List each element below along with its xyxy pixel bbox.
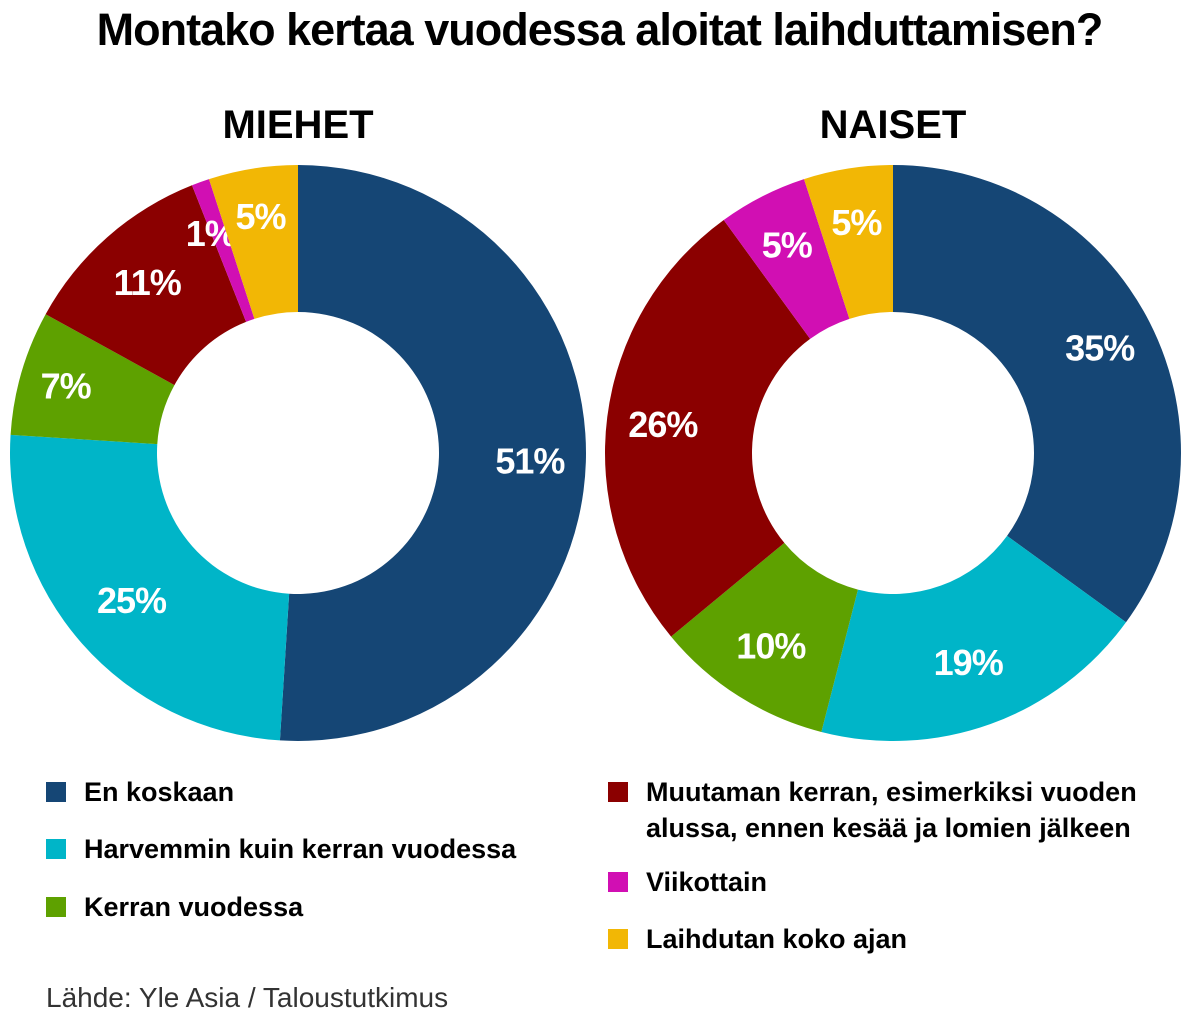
legend-swatch	[608, 782, 628, 802]
donut-naiset: NAISET 35% 19% 10% 26% 5% 5%	[604, 103, 1181, 741]
legend-item-always: Laihdutan koko ajan	[608, 921, 1168, 957]
slice-label: 19%	[934, 642, 1004, 683]
slice-laihdutan-koko-ajan	[804, 165, 893, 319]
legend-label: Kerran vuodessa	[84, 892, 304, 922]
slice-label: 5%	[235, 196, 286, 237]
legend-swatch	[46, 782, 66, 802]
slice-harvemmin-kuin-kerran-vuodessa	[821, 535, 1126, 741]
legend-label: En koskaan	[84, 777, 235, 807]
donut-title: NAISET	[820, 103, 967, 147]
slice-viikottain	[723, 179, 850, 339]
legend-swatch	[608, 872, 628, 892]
chart-title: Montako kertaa vuodessa aloitat laihdutt…	[96, 4, 1104, 55]
slice-label: 26%	[628, 404, 698, 445]
slice-en-koskaan	[279, 165, 587, 742]
slice-label: 5%	[762, 225, 813, 266]
legend-label: Harvemmin kuin kerran vuodessa	[84, 834, 517, 864]
legend-label: Laihdutan koko ajan	[646, 924, 908, 954]
source-note: Lähde: Yle Asia / Taloustutkimus	[46, 982, 449, 1013]
legend-item-yearly: Kerran vuodessa	[46, 889, 566, 925]
legend-label: Viikottain	[646, 867, 768, 897]
slice-kerran-vuodessa	[671, 542, 858, 732]
legend-swatch	[608, 929, 628, 949]
legend-item-rarely: Harvemmin kuin kerran vuodessa	[46, 831, 566, 867]
slice-laihdutan-koko-ajan	[209, 165, 298, 319]
legend-label: Muutaman kerran, esimerkiksi vuoden alus…	[646, 777, 1137, 843]
slice-label: 11%	[114, 262, 182, 303]
slice-muutaman-kerran-esimerkiksi-vu	[604, 220, 811, 637]
slice-label: 10%	[736, 626, 806, 667]
legend-item-few: Muutaman kerran, esimerkiksi vuoden alus…	[608, 774, 1168, 846]
slice-label: 25%	[97, 580, 167, 621]
slice-harvemmin-kuin-kerran-vuodessa	[9, 434, 290, 741]
slice-label: 7%	[41, 365, 92, 406]
slice-kerran-vuodessa	[10, 314, 175, 445]
slice-label: 51%	[495, 440, 565, 481]
legend-item-never: En koskaan	[46, 774, 566, 810]
slice-muutaman-kerran-esimerkiksi-vu	[45, 185, 247, 386]
legend-swatch	[46, 839, 66, 859]
legend-item-weekly: Viikottain	[608, 864, 1168, 900]
slice-viikottain	[191, 179, 255, 322]
donut-title: MIEHET	[222, 103, 373, 147]
slice-en-koskaan	[893, 165, 1181, 623]
slice-label: 5%	[831, 202, 882, 243]
slice-label: 35%	[1065, 328, 1135, 369]
legend-swatch	[46, 897, 66, 917]
